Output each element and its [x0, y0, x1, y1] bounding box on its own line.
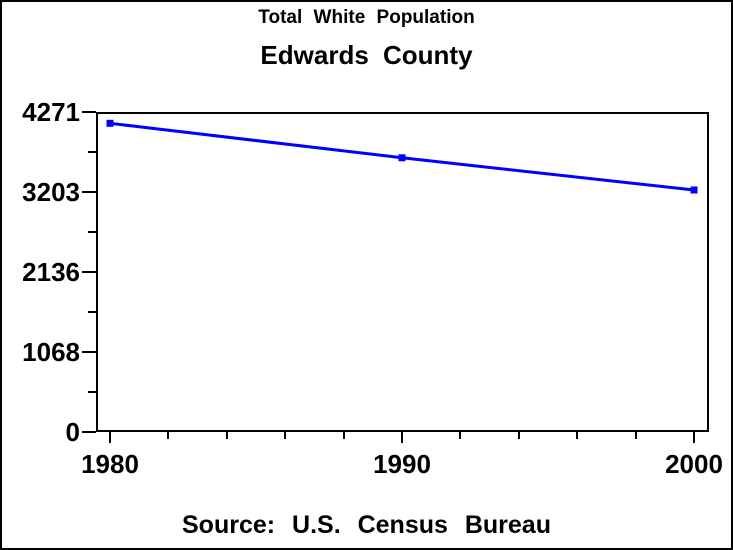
x-minor-tick [225, 432, 228, 439]
x-minor-tick [517, 432, 520, 439]
x-minor-tick [459, 432, 462, 439]
y-minor-tick [88, 151, 96, 153]
data-point-markers [106, 119, 698, 194]
x-minor-tick [167, 432, 170, 439]
chart-subtitle: Total White Population [258, 7, 475, 28]
y-major-tick [82, 350, 96, 353]
data-point-marker [690, 186, 698, 194]
y-tick-label: 1068 [22, 336, 80, 367]
x-major-tick [693, 432, 695, 443]
y-minor-tick [88, 390, 96, 393]
x-tick-label: 2000 [665, 449, 723, 479]
x-tick-label: 1990 [373, 449, 431, 479]
x-minor-tick [284, 432, 287, 439]
x-major-tick [401, 432, 403, 443]
y-tick-label: 0 [65, 417, 80, 447]
y-major-tick [82, 270, 96, 273]
y-major-tick [82, 111, 96, 113]
chart-title: Edwards County [260, 40, 473, 70]
y-minor-tick [88, 230, 96, 233]
y-tick-label: 2136 [22, 256, 80, 287]
x-major-tick [109, 432, 111, 443]
data-point-marker [398, 154, 406, 162]
y-major-tick [82, 191, 96, 194]
data-point-marker [106, 119, 114, 127]
source-note: Source: U.S. Census Bureau [182, 511, 551, 539]
y-tick-label: 4271 [22, 97, 80, 127]
x-minor-tick [342, 432, 345, 439]
x-tick-label: 1980 [81, 449, 139, 479]
data-line-svg [106, 119, 698, 194]
x-minor-tick [576, 432, 579, 439]
x-minor-tick [634, 432, 637, 439]
y-minor-tick [88, 310, 96, 313]
plot-area-frame [96, 112, 709, 432]
y-tick-label: 3203 [22, 177, 80, 208]
y-major-tick [82, 431, 96, 433]
